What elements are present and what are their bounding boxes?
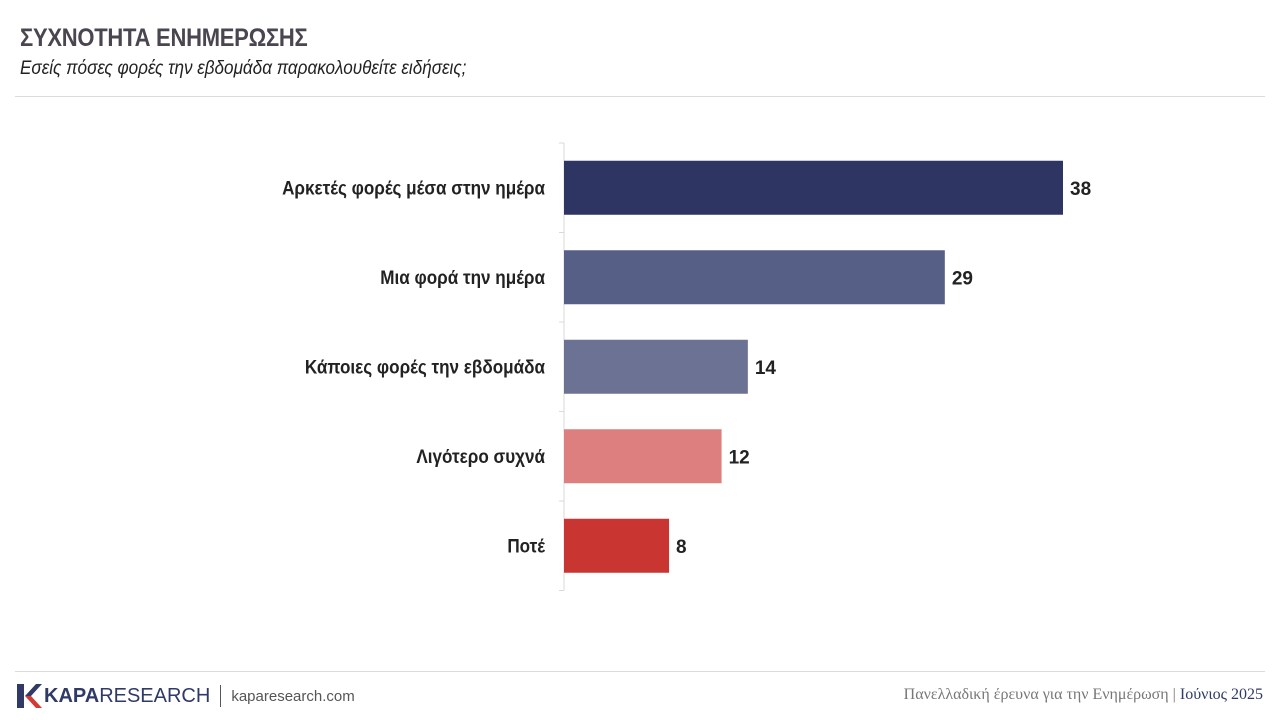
footer-divider: [15, 671, 1265, 672]
page-subtitle: Εσείς πόσες φορές την εβδομάδα παρακολου…: [20, 58, 467, 79]
brand-regular: RESEARCH: [99, 684, 211, 707]
category-label: Λιγότερο συχνά: [416, 446, 545, 467]
bar: [564, 429, 722, 484]
brand-name: KAPARESEARCH: [44, 685, 210, 708]
survey-date: Ιούνιος 2025: [1179, 686, 1263, 703]
website-link[interactable]: kaparesearch.com: [231, 687, 355, 705]
category-label: Μια φορά την ημέρα: [380, 267, 545, 288]
header-divider: [15, 96, 1265, 97]
bar: [564, 339, 748, 394]
value-label: 12: [729, 447, 750, 468]
footer-logo: KAPARESEARCH kaparesearch.com: [16, 682, 355, 710]
brand-bold: KAPA: [44, 684, 100, 707]
category-label: Ποτέ: [507, 536, 545, 557]
footer-separator: |: [1172, 686, 1176, 703]
value-label: 38: [1070, 179, 1091, 200]
bar: [564, 250, 945, 305]
category-label: Αρκετές φορές μέσα στην ημέρα: [282, 178, 545, 199]
bar: [564, 160, 1063, 215]
brand-separator: [220, 685, 222, 707]
survey-name: Πανελλαδική έρευνα για την Ενημέρωση: [903, 686, 1169, 703]
footer-survey-info: Πανελλαδική έρευνα για την Ενημέρωση | Ιού…: [904, 686, 1263, 704]
value-label: 14: [755, 358, 777, 379]
kapa-logo-icon: [17, 684, 42, 708]
bar: [564, 518, 670, 573]
page-title: ΣΥΧΝΟΤΗΤΑ ΕΝΗΜΕΡΩΣΗΣ: [20, 24, 308, 52]
category-label: Κάποιες φορές την εβδομάδα: [305, 357, 545, 378]
value-label: 8: [676, 537, 687, 558]
value-label: 29: [952, 268, 973, 289]
